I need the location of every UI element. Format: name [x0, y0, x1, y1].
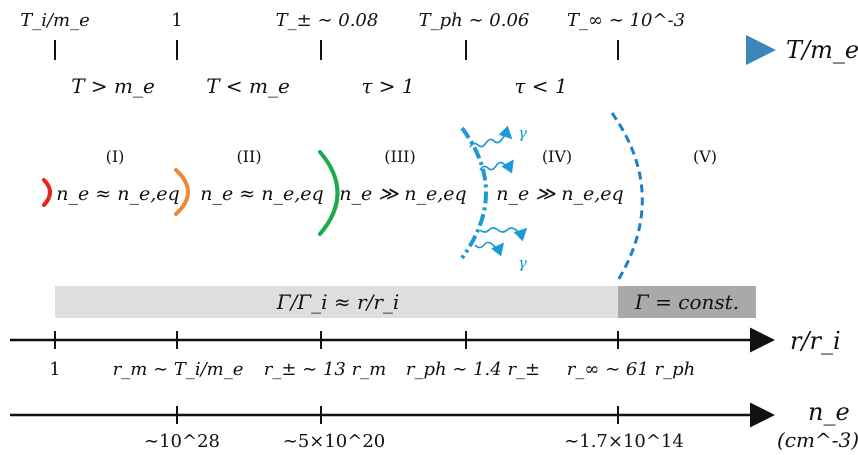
fireball-shell-green: [318, 150, 340, 236]
photon-path-4: [474, 241, 505, 257]
condition-transparent: τ < 1: [514, 74, 567, 98]
n-tick-label-1: ∼10^28: [144, 431, 220, 452]
fireball-shell-red: [42, 178, 52, 207]
lorentz-band-coasting: [618, 286, 756, 318]
t-tick-label-4: T_ph ∼ 0.06: [419, 10, 530, 31]
condition-opaque: τ > 1: [361, 74, 414, 98]
photon-path-3: [479, 227, 528, 242]
phase-numeral-2: (II): [236, 147, 261, 166]
phase-numeral-4: (IV): [542, 147, 572, 166]
radius-axis-ticks: [54, 331, 619, 349]
escaping-photons: [469, 125, 528, 257]
r-tick-label-2: r_m ∼ T_i/m_e: [113, 359, 244, 380]
phase-relation-1: n_e ≈ n_e,eq: [56, 183, 179, 205]
t-tick-label-1: T_i/m_e: [20, 10, 90, 31]
lorentz-coasting-label: Γ = const.: [634, 290, 739, 314]
phase-relation-4: n_e ≫ n_e,eq: [496, 183, 623, 205]
density-axis-label: n_e: [808, 398, 850, 426]
n-tick-label-2: ∼5×10^20: [283, 431, 386, 452]
density-axis-unit: (cm^-3): [777, 428, 858, 452]
photon-label-bottom: γ: [518, 254, 527, 272]
r-tick-label-1: 1: [49, 359, 60, 380]
t-tick-label-2: 1: [171, 10, 182, 31]
fireball-shell-orange: [174, 168, 190, 216]
r-tick-label-5: r_∞ ∼ 61 r_ph: [567, 359, 695, 380]
lorentz-accelerating-label: Γ/Γ_i ≈ r/r_i: [276, 290, 400, 314]
photon-path-2: [479, 159, 514, 174]
r-tick-label-4: r_ph ∼ 1.4 r_±: [406, 359, 540, 380]
t-tick-label-5: T_∞ ∼ 10^-3: [567, 10, 685, 31]
r-tick-label-3: r_± ∼ 13 r_m: [264, 359, 387, 380]
phase-relation-3: n_e ≫ n_e,eq: [339, 183, 466, 205]
density-axis-ticks: [176, 406, 619, 424]
phase-numeral-3: (III): [384, 147, 415, 166]
photon-label-top: γ: [518, 124, 527, 142]
temperature-axis-label: T/m_e: [786, 36, 858, 64]
phase-numeral-5: (V): [693, 147, 717, 166]
condition-hot: T > m_e: [71, 74, 155, 98]
n-tick-label-3: ∼1.7×10^14: [564, 431, 684, 452]
outer-shell-dashed: [610, 112, 644, 283]
t-tick-label-3: T_± ∼ 0.08: [276, 10, 379, 31]
phase-relation-2: n_e ≈ n_e,eq: [200, 183, 323, 205]
condition-cool: T < m_e: [206, 74, 290, 98]
photosphere-shell: [460, 126, 488, 260]
phase-numeral-1: (I): [106, 147, 125, 166]
lorentz-band-accelerating: [55, 286, 618, 318]
radius-axis-label: r/r_i: [790, 327, 841, 355]
temperature-axis-ticks: [54, 40, 619, 60]
photon-path-1: [469, 125, 513, 148]
